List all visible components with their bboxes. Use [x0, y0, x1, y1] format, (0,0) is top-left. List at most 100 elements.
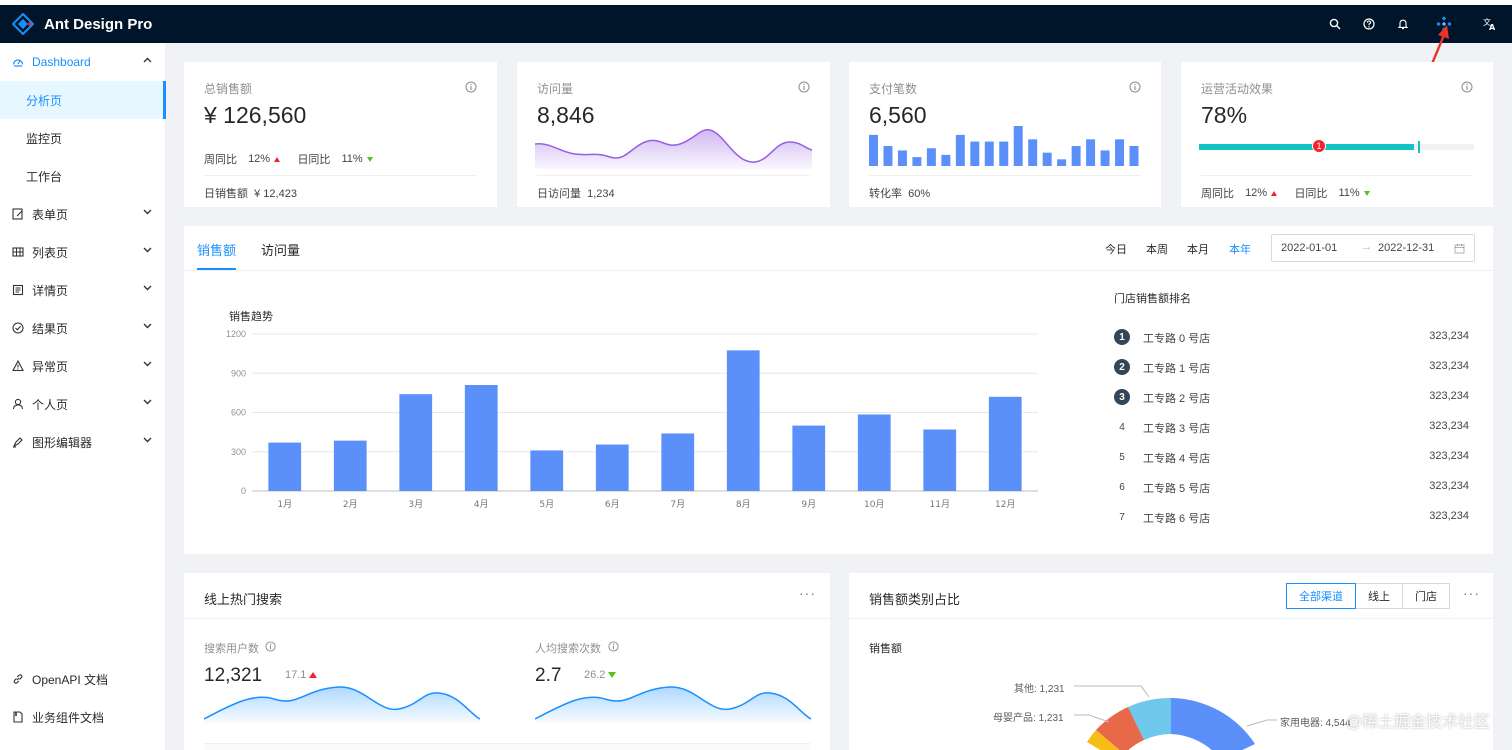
pie-label: 母婴产品: 1,231 [993, 713, 1064, 724]
sidebar-link-openapi[interactable]: OpenAPI 文档 [0, 660, 166, 698]
mini-bar [1086, 139, 1096, 166]
footer-label: 日销售额 [204, 188, 248, 200]
mini-bar [970, 141, 980, 166]
rank-badge: 2 [1114, 359, 1130, 375]
mini-bar [883, 146, 893, 166]
sales-bar-chart: 0 300 600 900 1200 1月 2月 3月 4月 5月 6月 7月 8月 9月 10月 11月 12… [226, 329, 1038, 510]
divider [204, 175, 477, 176]
sidebar-item-account[interactable]: 个人页 [0, 385, 166, 423]
x-tick-label: 1月 [277, 499, 292, 510]
logo[interactable]: Ant Design Pro [0, 13, 152, 35]
store-sales: 323,234 [1429, 420, 1469, 432]
divider [537, 175, 810, 176]
warning-icon [12, 360, 24, 372]
more-icon[interactable]: ··· [1463, 585, 1480, 601]
bar [988, 396, 1022, 491]
store-name: 工专路 6 号店 [1143, 513, 1211, 525]
stat-change: 17.1 [285, 669, 318, 681]
x-tick-label: 9月 [801, 499, 816, 510]
store-name: 工专路 2 号店 [1143, 393, 1211, 405]
x-tick-label: 10月 [864, 499, 884, 510]
sidebar-item-profile[interactable]: 详情页 [0, 271, 166, 309]
range-month[interactable]: 本月 [1187, 244, 1209, 256]
sidebar-item-analysis[interactable]: 分析页 [0, 81, 166, 119]
sidebar-item-label: 列表页 [32, 245, 69, 260]
chevron-down-icon [143, 209, 152, 215]
chevron-down-icon [143, 323, 152, 329]
sidebar-link-components[interactable]: 业务组件文档 [0, 698, 166, 736]
caret-up-icon [309, 672, 318, 678]
mini-bar [1013, 126, 1023, 166]
sidebar-item-monitor[interactable]: 监控页 [0, 119, 166, 157]
stat-label: 人均搜索次数 [535, 643, 601, 655]
kpi-value: ¥ 126,560 [204, 102, 307, 128]
hot-search-card: 线上热门搜索 ··· 搜索用户数 12,321 17.1 人均搜索次数 2.7 … [184, 573, 830, 750]
kpi-label: 总销售额 [204, 82, 253, 96]
trend-wow: 周同比 12% [1201, 185, 1278, 201]
info-circle-icon[interactable] [608, 641, 619, 652]
chevron-down-icon [143, 437, 152, 443]
sidebar-item-exception[interactable]: 异常页 [0, 347, 166, 385]
stat-value: 12,321 [204, 665, 263, 686]
sidebar-item-result[interactable]: 结果页 [0, 309, 166, 347]
segment-online[interactable]: 线上 [1355, 583, 1403, 609]
users-area-sparkline [204, 686, 480, 723]
sidebar-item-label: 表单页 [32, 207, 69, 222]
trend-value: 11% [1338, 187, 1360, 199]
more-icon[interactable]: ··· [799, 585, 816, 601]
bar [333, 440, 367, 491]
arrow-right-icon: → [1361, 241, 1372, 253]
bar [595, 444, 629, 491]
tab-visits[interactable]: 访问量 [261, 243, 301, 258]
date-start-input[interactable]: 2022-01-01 [1281, 242, 1338, 254]
x-tick-label: 7月 [670, 499, 685, 510]
range-today[interactable]: 今日 [1105, 244, 1127, 256]
range-week[interactable]: 本周 [1146, 244, 1168, 256]
info-circle-icon[interactable] [1129, 81, 1141, 93]
list-item: 6 工专路 5 号店 323,234 [1114, 477, 1469, 497]
sidebar-item-label: 监控页 [26, 131, 63, 146]
info-circle-icon[interactable] [798, 81, 810, 93]
sidebar-item-list[interactable]: 列表页 [0, 233, 166, 271]
segment-stores[interactable]: 门店 [1402, 583, 1450, 609]
kpi-value: 78% [1201, 102, 1248, 128]
store-sales: 323,234 [1429, 480, 1469, 492]
link-icon [12, 673, 24, 685]
tab-sales[interactable]: 销售额 [197, 243, 237, 258]
bar [661, 433, 695, 491]
app-title: Ant Design Pro [44, 15, 153, 33]
form-icon [12, 208, 24, 220]
progress-target-marker [1418, 141, 1420, 153]
date-range-picker[interactable]: 2022-01-01 → 2022-12-31 [1271, 234, 1475, 262]
category-donut-chart [1074, 685, 1277, 750]
sidebar-item-dashboard[interactable]: Dashboard [0, 43, 166, 81]
kpi-label: 支付笔数 [869, 82, 918, 96]
info-circle-icon[interactable] [265, 641, 276, 652]
search-icon[interactable] [1318, 5, 1352, 43]
question-circle-icon[interactable] [1352, 5, 1386, 43]
apps-icon[interactable] [1420, 5, 1468, 43]
store-name: 工专路 5 号店 [1143, 483, 1211, 495]
info-circle-icon[interactable] [465, 81, 477, 93]
segment-all-channels[interactable]: 全部渠道 [1286, 583, 1356, 609]
trend-label: 周同比 [204, 154, 237, 166]
sidebar-item-editor[interactable]: 图形编辑器 [0, 423, 166, 461]
per-user-area-sparkline [535, 686, 811, 723]
card-title: 销售额类别占比 [869, 592, 961, 607]
bell-icon[interactable] [1386, 5, 1420, 43]
caret-up-icon [1271, 190, 1278, 196]
store-sales: 323,234 [1429, 450, 1469, 462]
file-icon [12, 711, 24, 723]
x-tick-label: 8月 [736, 499, 751, 510]
range-year[interactable]: 本年 [1229, 244, 1251, 256]
divider [869, 175, 1141, 176]
x-tick-label: 11月 [930, 499, 950, 510]
bar [792, 425, 826, 491]
category-share-card: 销售额类别占比 全部渠道 线上 门店 ··· 销售额 其他: 1,231 母婴产… [849, 573, 1493, 750]
sidebar-item-workplace[interactable]: 工作台 [0, 157, 166, 195]
date-end-input[interactable]: 2022-12-31 [1378, 242, 1435, 254]
info-circle-icon[interactable] [1461, 81, 1473, 93]
sidebar-item-form[interactable]: 表单页 [0, 195, 166, 233]
footer-value: ¥ 12,423 [254, 188, 297, 200]
